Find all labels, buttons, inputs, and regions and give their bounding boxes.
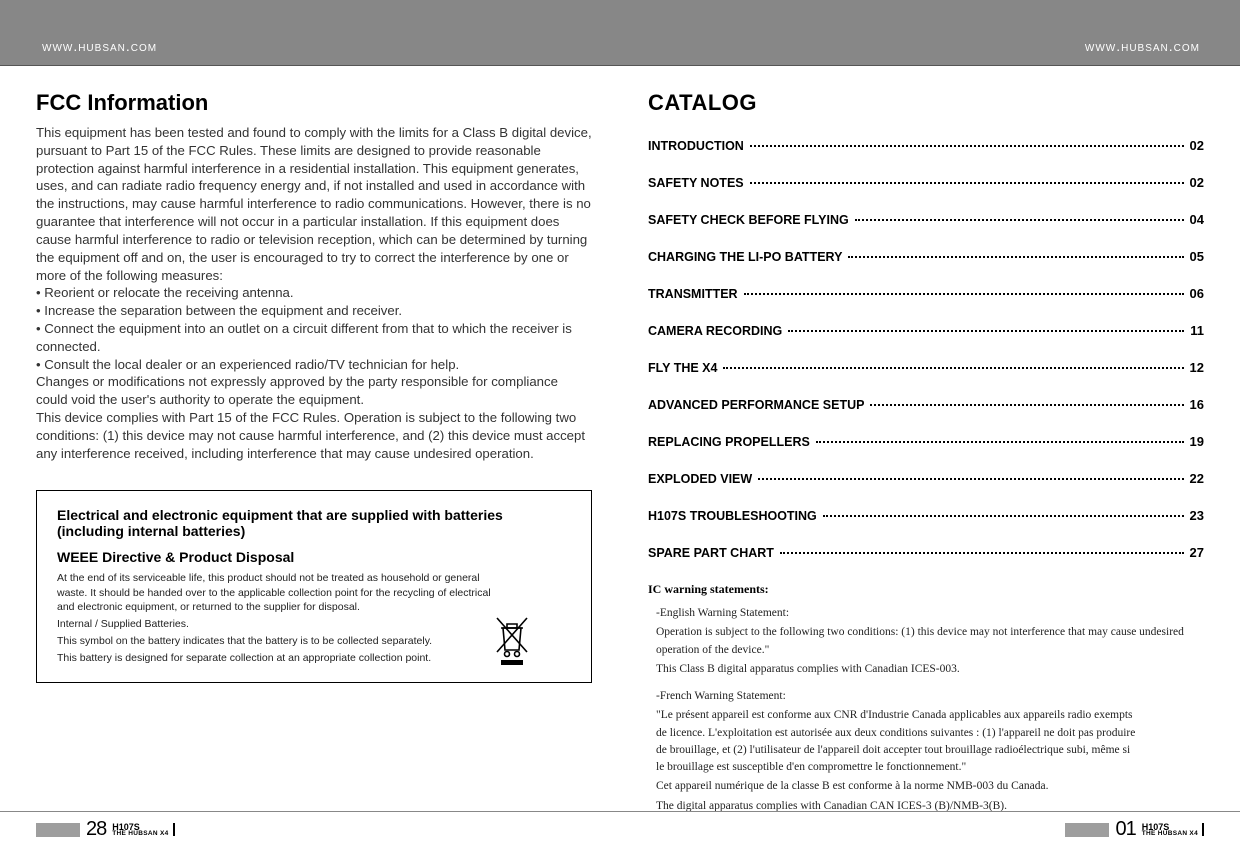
toc-label: EXPLODED VIEW [648,472,752,486]
footer-gray-bar [1065,823,1109,837]
toc-entry: SAFETY NOTES 02 [648,175,1204,190]
toc-entry: FLY THE X4 12 [648,360,1204,375]
footer-right: 01 H107S THE HUBSAN X4 [1065,818,1204,841]
ic-fr-title: -French Warning Statement: [656,688,1204,705]
toc-entry: H107S TROUBLESHOOTING 23 [648,508,1204,523]
ic-fr-p1: "Le présent appareil est conforme aux CN… [656,707,1136,776]
toc-label: TRANSMITTER [648,287,738,301]
toc-entry: SPARE PART CHART 27 [648,545,1204,560]
toc-leader [823,515,1184,517]
catalog-title: CATALOG [648,90,1204,116]
footer-model-left: H107S THE HUBSAN X4 [112,823,174,837]
weee-p4: This battery is designed for separate co… [57,651,501,665]
ic-fr-p2: Cet appareil numérique de la classe B es… [656,778,1204,795]
toc-label: FLY THE X4 [648,361,717,375]
toc-label: H107S TROUBLESHOOTING [648,509,817,523]
toc-label: SAFETY NOTES [648,176,744,190]
toc-page-number: 12 [1190,360,1204,375]
weee-p1: At the end of its serviceable life, this… [57,571,501,614]
toc-page-number: 06 [1190,286,1204,301]
toc-page-number: 11 [1190,323,1204,338]
toc-entry: CAMERA RECORDING 11 [648,323,1204,338]
toc-label: ADVANCED PERFORMANCE SETUP [648,398,864,412]
page-number-left: 28 [86,818,106,841]
header-url-left: www.hubsan.com [42,38,157,54]
toc-leader [758,478,1183,480]
toc-page-number: 02 [1190,138,1204,153]
toc-entry: SAFETY CHECK BEFORE FLYING 04 [648,212,1204,227]
toc-entry: INTRODUCTION 02 [648,138,1204,153]
toc-label: SAFETY CHECK BEFORE FLYING [648,213,849,227]
toc-leader [780,552,1184,554]
toc-page-number: 19 [1190,434,1204,449]
footer-gray-bar [36,823,80,837]
toc-leader [744,293,1184,295]
weee-title1: Electrical and electronic equipment that… [57,507,571,539]
fcc-bullet: • Consult the local dealer or an experie… [36,356,592,374]
footer-model-name: THE HUBSAN X4 [1142,831,1198,837]
toc-label: INTRODUCTION [648,139,744,153]
fcc-para2: Changes or modifications not expressly a… [36,373,592,409]
weee-p3: This symbol on the battery indicates tha… [57,634,501,648]
fcc-intro: This equipment has been tested and found… [36,124,592,284]
fcc-title: FCC Information [36,90,592,116]
toc-label: REPLACING PROPELLERS [648,435,810,449]
toc-page-number: 22 [1190,471,1204,486]
fcc-bullet: • Reorient or relocate the receiving ant… [36,284,592,302]
toc-page-number: 05 [1190,249,1204,264]
weee-title2: WEEE Directive & Product Disposal [57,549,571,565]
toc-leader [788,330,1184,332]
toc-page-number: 02 [1190,175,1204,190]
toc-entry: CHARGING THE LI-PO BATTERY 05 [648,249,1204,264]
footer-model-name: THE HUBSAN X4 [112,831,168,837]
toc-entry: TRANSMITTER 06 [648,286,1204,301]
toc-leader [870,404,1183,406]
footer-left: 28 H107S THE HUBSAN X4 [36,818,175,841]
toc-leader [750,182,1184,184]
toc-leader [750,145,1184,147]
ic-en-p2: This Class B digital apparatus complies … [656,661,1204,678]
toc-label: CAMERA RECORDING [648,324,782,338]
toc-entry: ADVANCED PERFORMANCE SETUP 16 [648,397,1204,412]
header-url-right: www.hubsan.com [1085,38,1200,54]
toc-leader [848,256,1183,258]
ic-en-title: -English Warning Statement: [656,605,1204,622]
toc-page-number: 23 [1190,508,1204,523]
toc-list: INTRODUCTION 02 SAFETY NOTES 02 SAFETY CHECK… [648,138,1204,560]
fcc-bullet: • Increase the separation between the eq… [36,302,592,320]
toc-leader [816,441,1184,443]
page-number-right: 01 [1115,818,1135,841]
page-left: FCC Information This equipment has been … [0,66,620,806]
toc-entry: REPLACING PROPELLERS 19 [648,434,1204,449]
toc-page-number: 16 [1190,397,1204,412]
toc-page-number: 27 [1190,545,1204,560]
ic-en-p1: Operation is subject to the following tw… [656,624,1204,659]
main-content: FCC Information This equipment has been … [0,66,1240,806]
toc-leader [723,367,1183,369]
fcc-bullet: • Connect the equipment into an outlet o… [36,320,592,356]
ic-body: -English Warning Statement: Operation is… [648,605,1204,815]
weee-box: Electrical and electronic equipment that… [36,490,592,683]
ic-heading: IC warning statements: [648,582,1204,597]
weee-p2: Internal / Supplied Batteries. [57,617,501,631]
page-right: CATALOG INTRODUCTION02SAFETY NOTES02SAFE… [620,66,1240,806]
toc-label: SPARE PART CHART [648,546,774,560]
toc-leader [855,219,1184,221]
footer: 28 H107S THE HUBSAN X4 01 H107S THE HUBS… [0,811,1240,845]
footer-model-right: H107S THE HUBSAN X4 [1142,823,1204,837]
toc-page-number: 04 [1190,212,1204,227]
header-band: www.hubsan.com www.hubsan.com [0,0,1240,66]
fcc-body: This equipment has been tested and found… [36,124,592,462]
toc-label: CHARGING THE LI-PO BATTERY [648,250,842,264]
weee-bin-icon [493,614,531,666]
fcc-para3: This device complies with Part 15 of the… [36,409,592,462]
toc-entry: EXPLODED VIEW 22 [648,471,1204,486]
